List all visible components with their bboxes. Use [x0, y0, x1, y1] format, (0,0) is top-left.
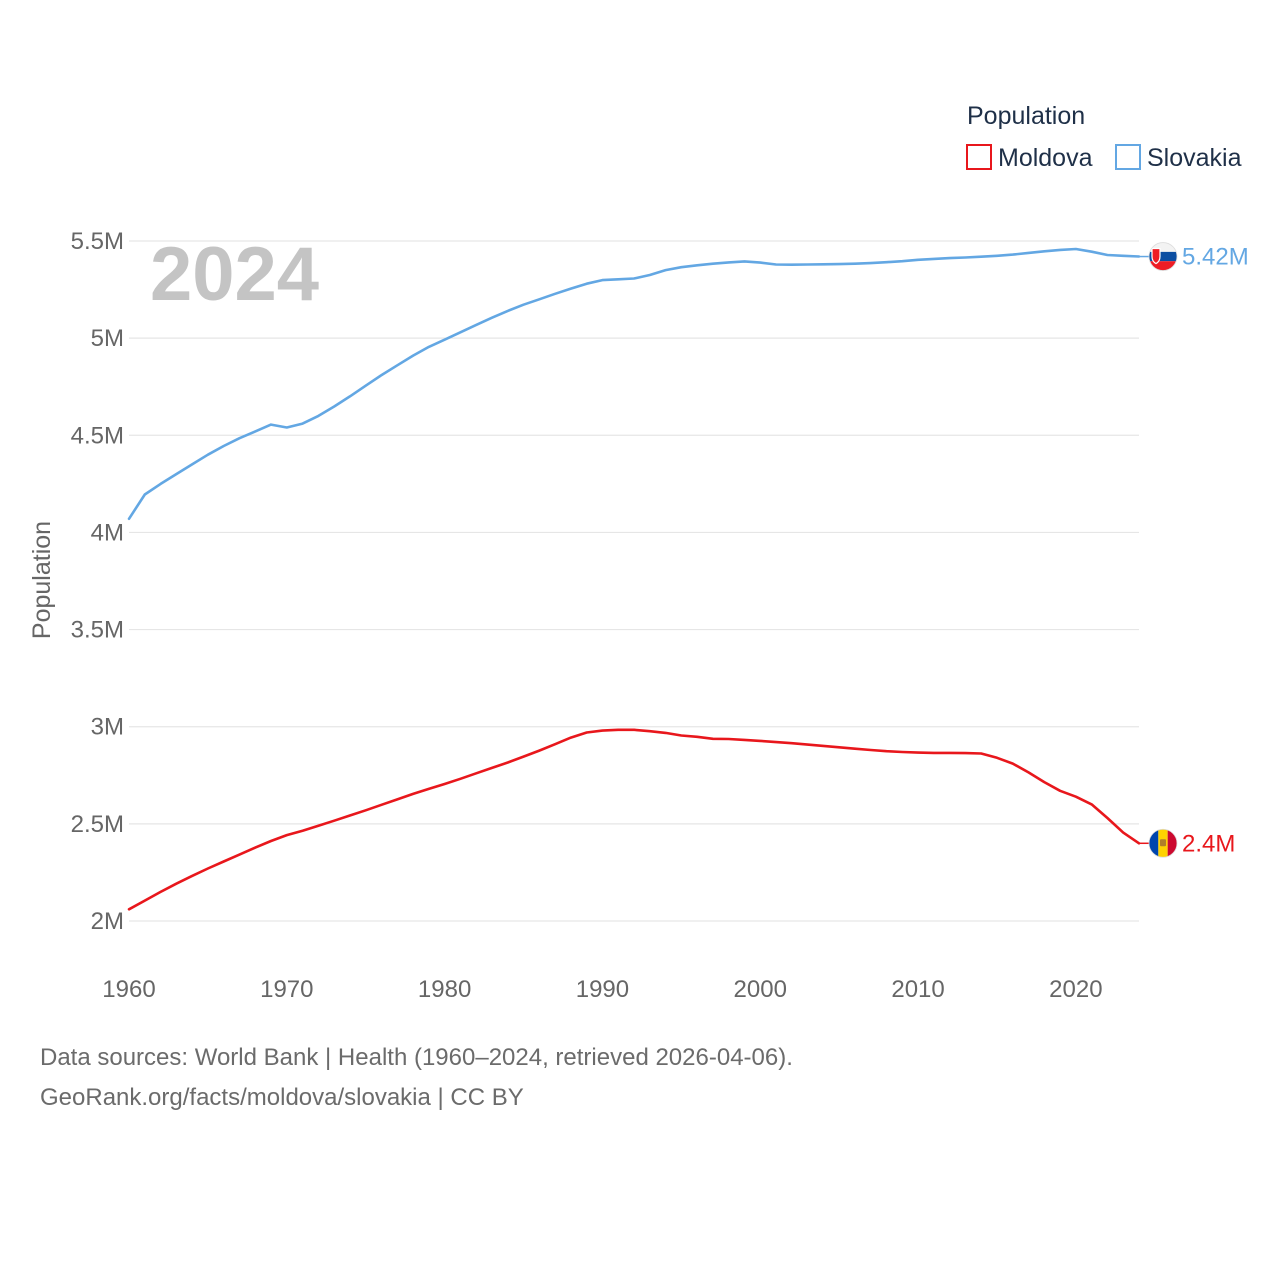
y-tick-label: 5.5M — [71, 228, 124, 255]
moldova-flag-icon — [1148, 828, 1178, 858]
series-line-slovakia[interactable] — [127, 247, 1141, 521]
series-lines — [127, 247, 1141, 911]
legend-title: Population — [967, 102, 1085, 130]
y-tick-label: 4M — [91, 519, 124, 546]
end-value-label-slovakia: 5.42M — [1182, 244, 1249, 271]
end-value-label-moldova: 2.4M — [1182, 830, 1235, 857]
x-tick-label: 1980 — [418, 976, 471, 1003]
series-line-moldova[interactable] — [127, 728, 1141, 911]
footer-attribution: GeoRank.org/facts/moldova/slovakia | CC … — [40, 1084, 524, 1111]
x-tick-label: 2020 — [1049, 976, 1102, 1003]
gridlines — [129, 240, 1139, 922]
legend: Population Moldova Slovakia — [966, 102, 1242, 172]
y-tick-label: 4.5M — [71, 422, 124, 449]
legend-label-slovakia[interactable]: Slovakia — [1147, 144, 1242, 172]
legend-swatch-slovakia[interactable] — [1115, 144, 1141, 170]
y-axis-ticks: 2M 2.5M 3M 3.5M 4M 4.5M 5M 5.5M — [71, 228, 124, 935]
y-tick-label: 2M — [91, 908, 124, 935]
end-markers: 2.4M 5.42M — [1139, 242, 1249, 858]
y-tick-label: 5M — [91, 325, 124, 352]
slovakia-flag-icon — [1148, 242, 1178, 271]
x-axis-ticks: 1960 1970 1980 1990 2000 2010 2020 — [102, 976, 1102, 1003]
y-tick-label: 3.5M — [71, 617, 124, 644]
x-tick-label: 1990 — [576, 976, 629, 1003]
y-tick-label: 2.5M — [71, 811, 124, 838]
x-tick-label: 2000 — [734, 976, 787, 1003]
footer-sources: Data sources: World Bank | Health (1960–… — [40, 1044, 793, 1071]
legend-swatch-moldova[interactable] — [966, 144, 992, 170]
current-year-label: 2024 — [150, 232, 319, 317]
y-axis-label: Population — [28, 521, 56, 639]
x-tick-label: 1960 — [102, 976, 155, 1003]
legend-label-moldova[interactable]: Moldova — [998, 144, 1093, 172]
x-tick-label: 1970 — [260, 976, 313, 1003]
y-tick-label: 3M — [91, 714, 124, 741]
x-tick-label: 2010 — [891, 976, 944, 1003]
